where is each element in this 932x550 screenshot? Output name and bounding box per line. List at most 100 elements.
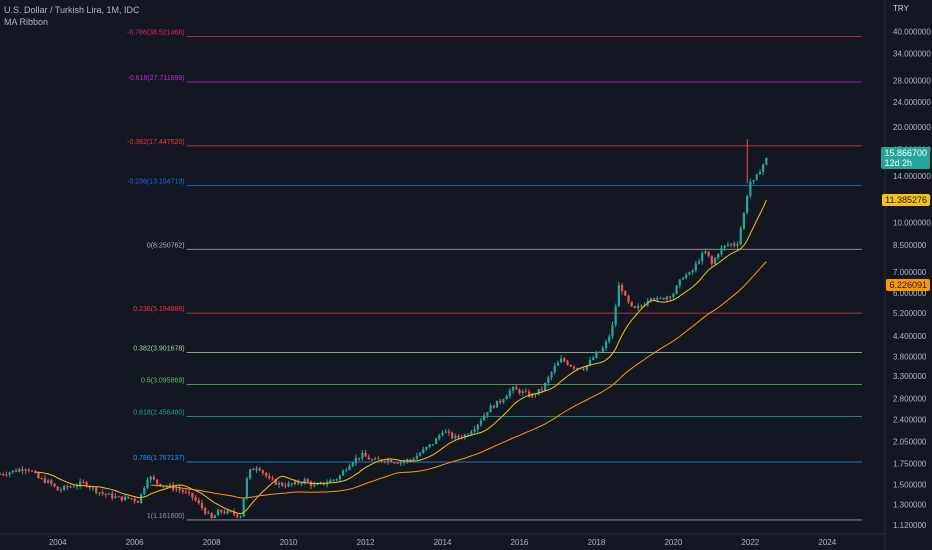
candle-body <box>560 358 563 363</box>
candle-body <box>489 405 492 413</box>
candle-body <box>745 195 749 214</box>
candle-body <box>367 456 370 460</box>
candle-body <box>617 285 620 307</box>
candle-body <box>624 291 627 296</box>
candle-body <box>438 435 441 439</box>
candle-body <box>75 485 79 487</box>
candle-body <box>563 358 566 362</box>
candle-body <box>499 400 502 403</box>
candle-body <box>18 469 21 472</box>
fib-level-label: 0(8.250762) <box>147 242 185 249</box>
ma-long-line <box>150 261 767 499</box>
candle-body <box>50 480 53 484</box>
candle-body <box>181 490 184 492</box>
candle-body <box>742 213 746 229</box>
x-tick-label: 2018 <box>588 538 606 547</box>
candle-body <box>72 486 75 488</box>
candle-body <box>729 243 733 245</box>
candle-body <box>627 295 630 302</box>
candle-body <box>104 493 107 495</box>
candle-body <box>40 478 43 480</box>
candle-body <box>386 459 390 462</box>
candle-body <box>537 389 540 395</box>
candle-body <box>688 272 691 275</box>
candle-body <box>358 457 361 459</box>
candle-body <box>316 484 319 486</box>
candle-body <box>265 472 268 477</box>
indicator-label[interactable]: MA Ribbon <box>4 17 49 27</box>
candle-body <box>726 244 730 246</box>
candle-body <box>184 491 188 493</box>
candle-body <box>30 470 34 472</box>
y-tick-label: 1.300000 <box>893 500 927 509</box>
candle-body <box>377 458 380 460</box>
candle-body <box>258 468 261 471</box>
y-tick-label: 8.500000 <box>893 241 927 250</box>
candle-body <box>69 486 72 488</box>
y-tick-label: 2.400000 <box>893 416 927 425</box>
fib-level-label: 0.5(3.095869) <box>141 378 185 385</box>
candle-body <box>194 497 197 501</box>
candle-body <box>585 365 588 370</box>
candle-body <box>399 462 402 464</box>
candle-body <box>527 391 531 397</box>
candle-body <box>21 469 24 471</box>
candle-body <box>595 352 598 358</box>
candle-body <box>332 479 335 481</box>
candle-body <box>521 391 524 394</box>
candle-body <box>524 391 527 393</box>
candle-body <box>345 469 348 471</box>
candle-body <box>457 435 460 438</box>
candle-body <box>111 493 114 499</box>
candle-body <box>293 481 297 485</box>
candle-body <box>707 251 710 257</box>
last-price-tag: 15.866700 12d 2h <box>881 147 930 169</box>
candle-body <box>306 479 309 482</box>
candle-body <box>281 482 284 486</box>
candle-body <box>422 449 425 454</box>
candle-body <box>765 157 768 165</box>
candle-body <box>178 488 181 491</box>
candle-body <box>91 487 95 489</box>
candle-body <box>277 482 281 485</box>
candle-body <box>479 420 483 425</box>
candle-body <box>370 459 374 461</box>
y-tick-label: 14.000000 <box>893 172 931 181</box>
y-tick-label: 3.300000 <box>893 372 927 381</box>
candle-body <box>476 424 479 430</box>
ma-short-tag: 11.385276 <box>882 194 930 206</box>
candle-body <box>588 359 592 366</box>
y-tick-label: 10.000000 <box>893 219 931 228</box>
candle-body <box>717 254 720 259</box>
y-tick-label: 34.000000 <box>893 50 931 59</box>
candle-body <box>34 471 37 473</box>
candle-body <box>101 492 104 494</box>
candle-body <box>53 483 56 487</box>
candle-body <box>697 261 701 264</box>
candle-body <box>511 387 515 391</box>
candle-body <box>120 496 123 501</box>
candle-body <box>406 459 409 462</box>
fib-level-label: -0.786(38.521468) <box>127 29 185 36</box>
candle-body <box>27 469 30 471</box>
candle-body <box>59 489 63 491</box>
candle-body <box>598 351 601 353</box>
candle-body <box>341 470 345 476</box>
candle-body <box>473 429 476 432</box>
candle-body <box>325 482 329 485</box>
candle-body <box>620 285 624 292</box>
y-tick-label: 1.500000 <box>893 481 927 490</box>
candle-body <box>24 469 27 471</box>
candle-body <box>467 434 470 436</box>
symbol-title[interactable]: U.S. Dollar / Turkish Lira, 1M, IDC <box>4 5 140 15</box>
candle-body <box>531 393 534 397</box>
candle-body <box>576 367 579 369</box>
candle-body <box>720 247 723 255</box>
candle-body <box>409 459 412 461</box>
candle-body <box>640 305 643 307</box>
candle-body <box>486 412 489 416</box>
candle-body <box>322 482 325 485</box>
candle-body <box>572 366 576 369</box>
candle-body <box>255 468 258 471</box>
